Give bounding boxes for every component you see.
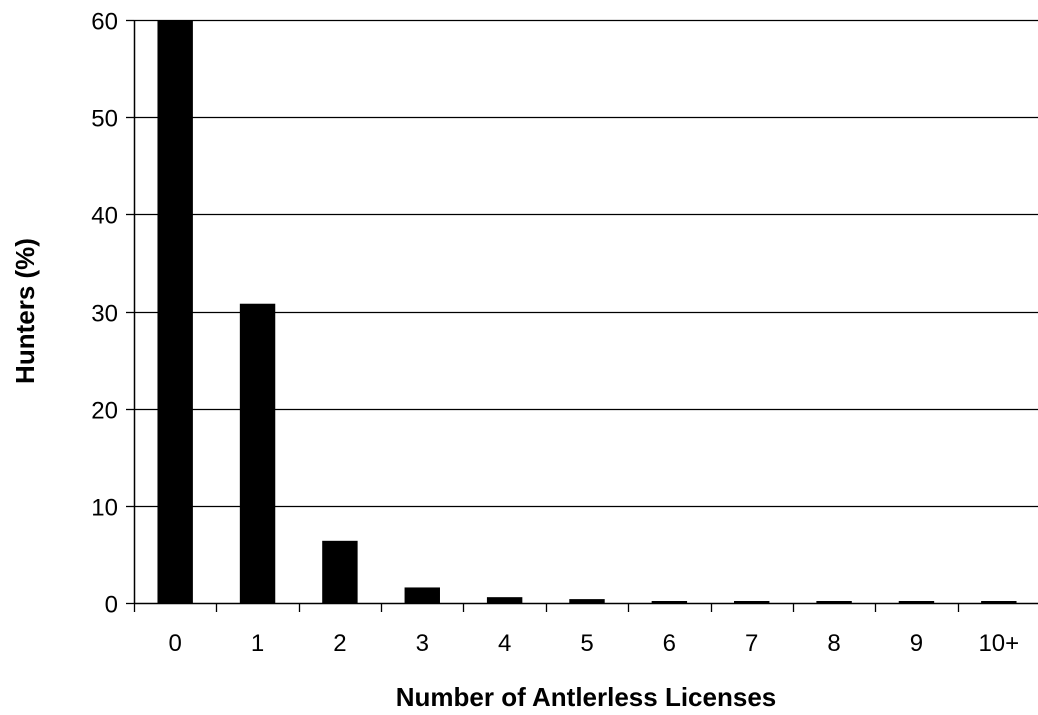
- axes: [126, 19, 1038, 612]
- x-axis-title: Number of Antlerless Licenses: [396, 682, 777, 712]
- x-tick-label-7: 7: [745, 630, 758, 657]
- bar-0: [157, 20, 193, 603]
- bar-9: [898, 601, 935, 603]
- x-tick-label-6: 6: [663, 630, 676, 657]
- x-tick-label-2: 2: [333, 630, 346, 657]
- y-tick-label-10: 10: [91, 495, 118, 522]
- x-tick-label-5: 5: [580, 630, 593, 657]
- y-tick-label-50: 50: [91, 106, 118, 133]
- gridlines: [134, 19, 1038, 508]
- bar-1: [239, 303, 276, 603]
- y-tick-label-60: 60: [91, 9, 118, 36]
- x-tick-label-3: 3: [416, 630, 429, 657]
- y-tick-labels: 0 10 20 30 40 50 60: [91, 9, 118, 619]
- bar-3: [404, 587, 440, 603]
- bar-6: [651, 601, 688, 603]
- bar-5: [569, 599, 605, 603]
- y-axis-title: Hunters (%): [10, 238, 40, 384]
- bar-7: [734, 601, 770, 603]
- x-tick-label-1: 1: [251, 630, 264, 657]
- x-tick-label-9: 9: [910, 630, 923, 657]
- y-tick-label-40: 40: [91, 203, 118, 230]
- x-tick-label-0: 0: [169, 630, 182, 657]
- bar-8: [816, 601, 852, 603]
- y-tick-label-20: 20: [91, 398, 118, 425]
- x-tick-labels: 0 1 2 3 4 5 6 7 8 9 10+: [169, 630, 1020, 657]
- x-tick-label-10+: 10+: [978, 630, 1019, 657]
- x-tick-label-8: 8: [827, 630, 840, 657]
- bar-10+: [981, 601, 1017, 603]
- y-tick-label-30: 30: [91, 301, 118, 328]
- bars: [157, 20, 1017, 603]
- x-tick-label-4: 4: [498, 630, 511, 657]
- bar-2: [322, 540, 358, 603]
- bar-4: [486, 597, 523, 603]
- y-tick-label-0: 0: [105, 592, 118, 619]
